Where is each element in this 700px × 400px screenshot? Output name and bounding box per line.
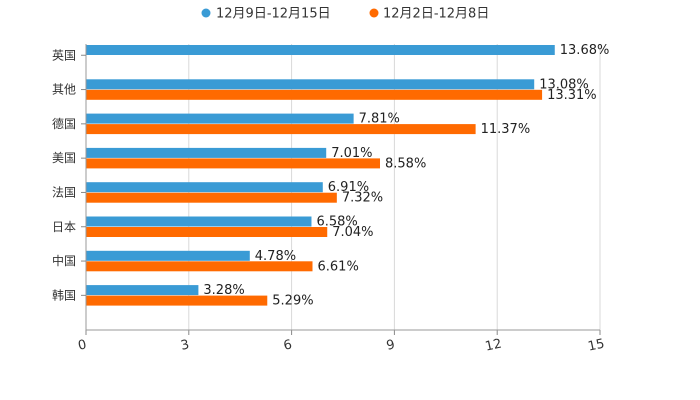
data-label: 8.58% bbox=[385, 156, 426, 171]
category-label: 中国 bbox=[52, 253, 76, 268]
bar-series-2 bbox=[86, 89, 543, 100]
category-label: 其他 bbox=[52, 83, 76, 97]
bar-series-2 bbox=[86, 192, 337, 203]
category-label: 美国 bbox=[52, 151, 76, 165]
category-label: 日本 bbox=[52, 220, 76, 234]
bar-series-1 bbox=[86, 285, 199, 296]
bar-series-2 bbox=[86, 124, 476, 135]
legend-label-2: 12月2日-12月8日 bbox=[383, 7, 489, 22]
bar-series-2 bbox=[86, 295, 268, 306]
bar-series-1 bbox=[86, 147, 327, 158]
data-label: 3.28% bbox=[203, 283, 244, 298]
category-label: 英国 bbox=[52, 48, 76, 62]
bars bbox=[86, 45, 555, 306]
data-label: 7.32% bbox=[342, 191, 383, 206]
legend-marker-1 bbox=[201, 8, 211, 18]
bar-series-1 bbox=[86, 45, 555, 55]
bar-series-1 bbox=[86, 79, 535, 90]
bar-series-1 bbox=[86, 113, 354, 124]
labels: 英国 13.68% 其他 13.08%13.31% 德国 7.81% 11.37% 美国 7.0… bbox=[52, 43, 609, 309]
data-label: 6.61% bbox=[318, 259, 359, 274]
category-label: 德国 bbox=[52, 116, 76, 131]
data-label: 11.37% bbox=[481, 122, 531, 137]
bar-series-1 bbox=[86, 250, 250, 261]
x-tick-label: 15 bbox=[587, 337, 606, 355]
legend-label-1: 12月9日-12月15日 bbox=[216, 7, 331, 22]
axes: 0 3 6 9 12 15 bbox=[77, 44, 606, 355]
data-label: 7.81% bbox=[359, 112, 400, 127]
data-label: 4.78% bbox=[255, 249, 296, 264]
data-label: 7.01% bbox=[331, 146, 372, 161]
bar-series-2 bbox=[86, 261, 313, 272]
x-tick-label: 0 bbox=[77, 337, 88, 353]
data-label: 7.04% bbox=[332, 225, 373, 240]
legend-marker-2 bbox=[369, 8, 379, 18]
data-label: 13.31% bbox=[547, 88, 597, 103]
data-label: 6.91% bbox=[328, 180, 369, 195]
bar-series-2 bbox=[86, 227, 328, 237]
bar-series-1 bbox=[86, 216, 312, 227]
data-label: 6.58% bbox=[316, 215, 357, 230]
x-tick-label: 9 bbox=[385, 337, 396, 353]
category-label: 法国 bbox=[52, 185, 76, 199]
x-tick-label: 3 bbox=[179, 337, 190, 353]
bar-series-2 bbox=[86, 158, 381, 169]
data-label: 5.29% bbox=[272, 294, 313, 309]
category-label: 韩国 bbox=[52, 287, 76, 302]
legend: 12月9日-12月15日 12月2日-12月8日 bbox=[201, 7, 489, 22]
x-tick-label: 6 bbox=[282, 337, 293, 353]
data-label: 13.08% bbox=[539, 77, 589, 92]
bar-series-1 bbox=[86, 182, 323, 193]
x-tick-label: 12 bbox=[484, 337, 503, 355]
data-label: 13.68% bbox=[560, 43, 610, 58]
